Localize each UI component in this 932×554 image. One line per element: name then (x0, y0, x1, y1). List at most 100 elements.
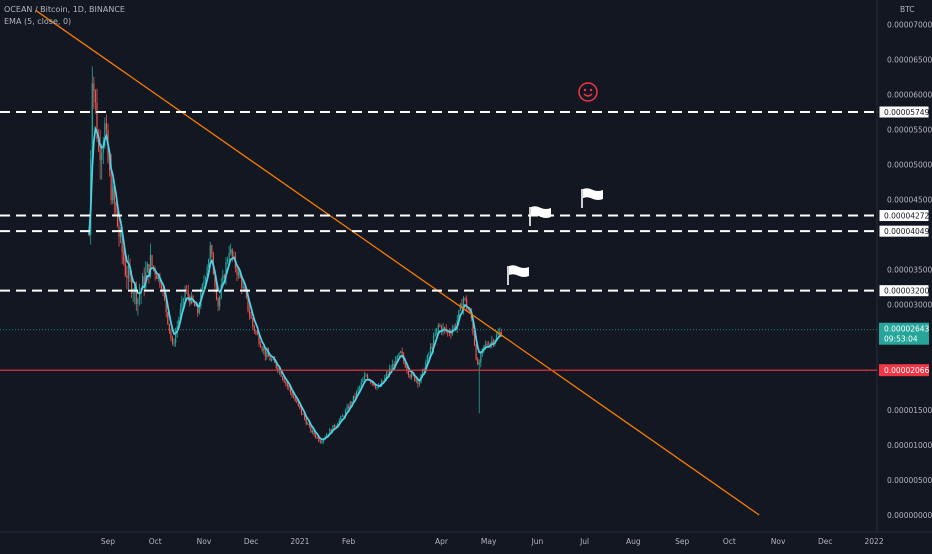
candle-body (340, 416, 342, 421)
candle-body (497, 333, 499, 336)
level-price-badge (878, 105, 930, 119)
candle-body (159, 276, 161, 286)
candle-body (425, 362, 427, 371)
candle-body (130, 274, 133, 294)
candle-body (135, 285, 137, 304)
candle-body (225, 261, 227, 278)
candle-body (362, 379, 364, 383)
x-tick-label: Aug (626, 537, 641, 546)
candle-body (164, 290, 166, 300)
candle-body (428, 353, 430, 356)
candle-body (384, 377, 386, 382)
x-tick-label: Oct (149, 537, 162, 546)
candle-body (392, 363, 394, 369)
x-tick-label: Nov (197, 537, 212, 546)
candle-body (201, 284, 203, 292)
candle-body (396, 356, 399, 358)
candle-body (466, 299, 468, 309)
candle-body (436, 328, 438, 334)
candle-body (426, 355, 428, 363)
candle-body (179, 308, 181, 320)
candle-body (88, 234, 90, 236)
level-price-label: 0.00004272 (884, 212, 930, 221)
candle-body (310, 425, 312, 433)
candle-body (175, 332, 177, 344)
candle-body (226, 259, 229, 262)
candle-body (302, 413, 304, 415)
candle-body (448, 332, 450, 334)
candle-body (495, 335, 498, 341)
candle-body (278, 370, 281, 372)
candle-body (296, 400, 298, 403)
candle-body (186, 290, 188, 291)
candle-body (311, 430, 314, 433)
candle-body (282, 376, 284, 380)
candle-body (97, 138, 100, 149)
candle-body (348, 406, 350, 409)
candle-body (91, 83, 93, 159)
candle-body (294, 398, 296, 401)
candle-body (116, 211, 119, 227)
y-tick-label: 0.00000500 (887, 476, 932, 485)
chart-header: OCEAN / Bitcoin, 1D, BINANCE EMA (5, clo… (4, 4, 125, 28)
x-tick-label: Feb (342, 537, 356, 546)
y-tick-label: 0.00005000 (887, 161, 932, 170)
candle-body (404, 361, 406, 368)
candle-body (198, 306, 200, 313)
candle-body (388, 368, 391, 375)
candle-body (171, 338, 174, 344)
candle-body (382, 380, 384, 382)
candle-body (467, 308, 469, 311)
candle-body (267, 351, 270, 357)
candle-body (344, 410, 347, 417)
candle-body (182, 298, 185, 300)
current-price-badge (879, 322, 929, 345)
candle-body (376, 387, 378, 388)
candle-body (346, 406, 348, 411)
candle-body (252, 318, 254, 327)
candle-body (157, 276, 159, 280)
candle-body (492, 340, 494, 345)
candle-body (102, 145, 104, 153)
candle-body (255, 331, 257, 333)
level-price-label: 0.00003200 (884, 287, 930, 296)
candle-body (143, 276, 145, 288)
candle-body (293, 396, 295, 399)
flag-icon (581, 188, 603, 208)
flag-icon (529, 206, 551, 226)
candle-body (429, 346, 432, 354)
candle-body (219, 296, 221, 307)
candle-body (352, 395, 354, 403)
candle-body (308, 423, 310, 426)
candle-body (263, 348, 265, 351)
candle-body (433, 335, 435, 348)
flag-icon (507, 265, 529, 285)
candle-body (439, 324, 441, 327)
level-price-badge (878, 284, 930, 298)
candle-body (461, 304, 463, 309)
candle-body (422, 369, 424, 375)
candle-body (231, 249, 233, 257)
candle-body (387, 373, 389, 375)
candle-body (351, 402, 353, 403)
candle-body (119, 232, 122, 237)
candle-body (165, 299, 167, 313)
candle-body (93, 83, 95, 91)
candle-body (138, 294, 141, 299)
candle-body (96, 102, 98, 139)
y-tick-label: 0.00007000 (887, 20, 932, 29)
candle-body (247, 297, 249, 311)
candle-body (277, 367, 279, 372)
candle-body (483, 345, 485, 349)
candle-body (230, 249, 232, 254)
candle-body (228, 253, 230, 260)
candle-body (329, 429, 331, 435)
candle-body (289, 387, 292, 393)
candle-body (409, 374, 411, 378)
candle-body (484, 344, 487, 346)
candle-body (237, 271, 240, 276)
candle-body (335, 425, 337, 427)
candle-body (288, 386, 290, 388)
